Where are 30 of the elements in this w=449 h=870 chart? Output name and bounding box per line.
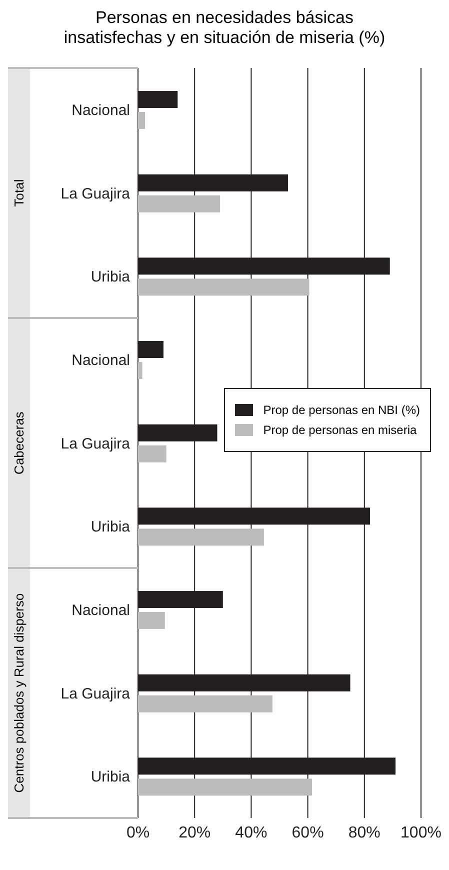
x-tick-label: 40% — [235, 824, 268, 842]
bar — [138, 528, 264, 546]
legend-label: Prop de personas en miseria — [263, 423, 417, 437]
bar — [138, 195, 220, 212]
bar — [138, 445, 166, 462]
y-tick-label: Uribia — [90, 768, 131, 786]
y-tick-label: Nacional — [72, 602, 130, 619]
y-tick-label: La Guajira — [60, 185, 131, 202]
y-tick-label: Uribia — [90, 268, 131, 286]
bar — [138, 362, 142, 379]
x-tick-label: 100% — [400, 824, 442, 842]
text: Cabeceras — [12, 412, 26, 474]
y-tick-label: La Guajira — [60, 435, 131, 452]
x-tick-label: 80% — [348, 824, 380, 842]
x-tick-label: 60% — [292, 824, 324, 842]
x-tick-label: 0% — [126, 824, 150, 842]
text: Centros poblados y Rural disperso — [12, 593, 26, 793]
bar — [138, 778, 312, 796]
x-tick-label: 20% — [178, 824, 211, 842]
legend-label: Prop de personas en NBI (%) — [263, 403, 420, 417]
y-tick-label: Nacional — [72, 352, 130, 369]
bar — [138, 278, 310, 296]
bar — [138, 112, 146, 129]
text: Total — [12, 179, 26, 207]
y-tick-label: Uribia — [90, 518, 131, 536]
chart-title: Personas en necesidades básicas insatisfechas y en situación de miseria (%) — [62, 8, 386, 49]
bar — [138, 695, 272, 712]
y-tick-label: La Guajira — [60, 685, 131, 702]
y-tick-label: Nacional — [72, 102, 130, 119]
bar — [138, 612, 165, 629]
